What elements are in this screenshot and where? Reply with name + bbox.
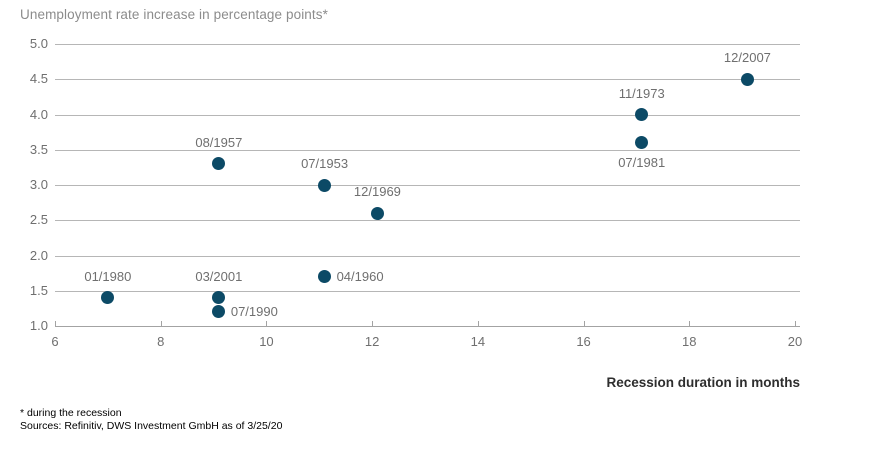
- y-gridline: [55, 44, 800, 45]
- x-tick-label: 6: [51, 334, 59, 349]
- x-axis-tick: [160, 321, 162, 326]
- x-axis-tick: [477, 321, 479, 326]
- data-point: [212, 291, 226, 305]
- y-tick-label: 3.5: [29, 141, 48, 157]
- y-tick-label: 1.5: [29, 282, 48, 298]
- y-tick-label: 4.0: [29, 106, 48, 122]
- y-gridline: [55, 220, 800, 222]
- data-point: [212, 305, 226, 319]
- x-axis-tick: [689, 321, 691, 326]
- x-axis-tick: [795, 321, 796, 326]
- x-axis-tick: [372, 321, 374, 326]
- y-gridline: [55, 149, 800, 151]
- point-label: 07/1953: [301, 156, 349, 171]
- data-point: [212, 157, 226, 171]
- y-gridline: [55, 114, 800, 116]
- y-gridline: [55, 79, 800, 81]
- y-gridline: [55, 185, 800, 186]
- point-label: 12/1969: [353, 184, 401, 200]
- x-tick-label: 14: [470, 334, 486, 349]
- footnote-sources: Sources: Refinitiv, DWS Investment GmbH …: [20, 420, 283, 432]
- point-label: 07/1990: [230, 303, 278, 319]
- x-axis-line: [55, 326, 800, 327]
- y-tick-label: 1.0: [29, 318, 48, 333]
- y-gridline: [55, 290, 800, 292]
- x-tick-label: 16: [576, 334, 591, 349]
- data-point: [370, 206, 384, 220]
- point-label: 04/1960: [336, 268, 384, 284]
- footnote-during-recession: * during the recession: [20, 407, 122, 419]
- y-tick-label: 3.0: [29, 177, 48, 192]
- x-tick-label: 8: [157, 334, 165, 349]
- x-tick-label: 12: [364, 334, 380, 349]
- y-gridline: [55, 255, 800, 257]
- y-tick-label: 4.5: [29, 71, 48, 87]
- chart-title: Unemployment rate increase in percentage…: [20, 7, 328, 22]
- y-tick-label: 5.0: [29, 36, 48, 51]
- point-label: 08/1957: [195, 134, 243, 150]
- data-point: [318, 178, 332, 192]
- y-tick-label: 2.5: [29, 212, 48, 228]
- data-point: [101, 291, 115, 305]
- point-label: 01/1980: [84, 268, 132, 284]
- x-axis-tick: [583, 321, 585, 326]
- point-label: 11/1973: [618, 85, 665, 101]
- x-axis-title: Recession duration in months: [606, 375, 800, 390]
- data-point: [635, 108, 649, 121]
- y-tick-label: 2.0: [29, 247, 48, 263]
- x-axis-tick: [266, 321, 268, 326]
- x-axis-tick: [55, 321, 56, 326]
- point-label: 07/1981: [618, 154, 666, 170]
- data-point: [318, 270, 332, 284]
- x-tick-label: 20: [787, 334, 803, 349]
- point-label: 03/2001: [195, 268, 243, 284]
- point-label: 12/2007: [723, 50, 771, 66]
- x-tick-label: 18: [682, 334, 697, 349]
- data-point: [740, 72, 754, 86]
- x-tick-label: 10: [259, 334, 274, 349]
- data-point: [635, 136, 649, 150]
